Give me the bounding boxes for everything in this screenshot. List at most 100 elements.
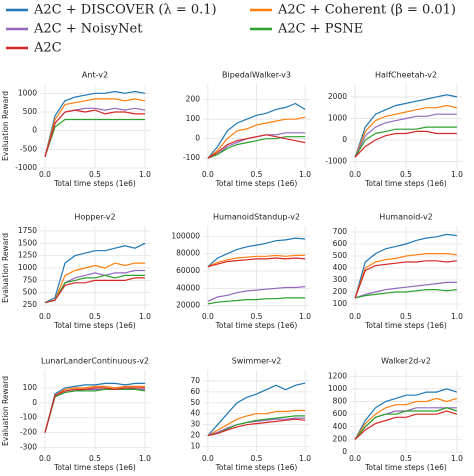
- y-tick-label: 0: [342, 447, 347, 456]
- y-tick-label: 250: [23, 300, 38, 309]
- series-line: [44, 277, 145, 304]
- y-tick-label: 100000: [171, 231, 200, 240]
- chart-title: Swimmer-v2: [232, 357, 282, 366]
- x-tick-label: 0.5: [89, 170, 101, 179]
- series-line: [354, 407, 458, 440]
- y-tick-label: 10: [190, 442, 200, 451]
- y-tick-label: 40000: [176, 283, 200, 292]
- y-tick-label: 800: [333, 397, 348, 406]
- x-tick-label: 0.5: [89, 312, 101, 321]
- y-tick-label: 600: [333, 239, 348, 248]
- y-tick-label: 2000: [328, 92, 347, 101]
- y-tick-label: 0: [32, 126, 37, 135]
- x-tick-label: 0.0: [202, 170, 214, 179]
- y-tick-label: -100: [183, 153, 200, 162]
- x-tick-label: 1.0: [139, 312, 151, 321]
- y-axis-label: Evaluation Reward: [1, 233, 10, 303]
- x-tick-label: 1.0: [451, 454, 463, 463]
- chart-title: Humanoid-v2: [379, 213, 433, 222]
- x-tick-label: 1.0: [451, 170, 463, 179]
- legend-label: A2C: [33, 41, 62, 56]
- series-line: [207, 415, 306, 437]
- series-line: [207, 418, 306, 437]
- y-tick-label: 1750: [18, 226, 37, 235]
- legend-label: A2C + Coherent (β = 0.01): [277, 3, 456, 18]
- x-tick-label: 0.5: [251, 312, 263, 321]
- x-axis-label: Total time steps (1e6): [364, 179, 447, 188]
- series-line: [207, 237, 306, 268]
- x-axis-label: Total time steps (1e6): [215, 321, 298, 330]
- y-tick-label: 1250: [18, 251, 37, 260]
- y-tick-label: 80000: [176, 249, 200, 258]
- series-line: [207, 257, 306, 268]
- series-line: [354, 233, 457, 299]
- legend-label: A2C + PSNE: [277, 22, 363, 37]
- y-tick-label: 0: [32, 398, 37, 407]
- y-tick-label: 0: [195, 134, 200, 143]
- y-tick-label: 30: [190, 420, 200, 429]
- series-line: [207, 254, 306, 268]
- y-tick-label: 1000: [18, 88, 37, 97]
- y-tick-label: 750: [23, 275, 38, 284]
- x-tick-label: 1.0: [139, 170, 151, 179]
- series-line: [354, 113, 457, 158]
- y-axis-label: Evaluation Reward: [1, 376, 10, 446]
- y-tick-label: -100: [20, 413, 37, 422]
- y-tick-label: 70: [190, 376, 200, 385]
- y-tick-label: 60000: [176, 266, 200, 275]
- y-tick-label: 600: [333, 409, 348, 418]
- y-tick-label: 100: [186, 114, 201, 123]
- series-line: [354, 104, 458, 158]
- y-tick-label: 1000: [328, 113, 347, 122]
- y-tick-label: 1500: [18, 238, 37, 247]
- y-tick-label: 1000: [328, 384, 347, 393]
- series-line: [354, 410, 458, 440]
- chart-title: Walker2d-v2: [381, 357, 431, 366]
- x-axis-label: Total time steps (1e6): [215, 179, 298, 188]
- y-tick-label: 100: [23, 383, 38, 392]
- series-line: [44, 387, 145, 433]
- x-tick-label: 1.0: [299, 312, 311, 321]
- x-tick-label: 0.0: [202, 454, 214, 463]
- x-tick-label: 0.0: [39, 170, 51, 179]
- y-tick-label: 40: [190, 409, 200, 418]
- chart-title: LunarLanderContinuous-v2: [41, 357, 149, 366]
- y-tick-label: 200: [333, 434, 348, 443]
- series-line: [354, 126, 457, 158]
- x-tick-label: 0.0: [39, 454, 51, 463]
- x-tick-label: 0.5: [89, 454, 101, 463]
- y-tick-label: 50: [190, 398, 200, 407]
- x-tick-label: 0.0: [349, 312, 361, 321]
- x-tick-label: 0.5: [251, 454, 263, 463]
- series-line: [354, 94, 458, 158]
- y-tick-label: 200: [333, 287, 348, 296]
- series-line: [354, 388, 458, 440]
- x-tick-label: 1.0: [139, 454, 151, 463]
- y-tick-label: 500: [23, 288, 38, 297]
- chart-title: HumanoidStandup-v2: [213, 213, 300, 222]
- x-tick-label: 0.0: [349, 170, 361, 179]
- x-tick-label: 0.5: [400, 170, 412, 179]
- series-line: [44, 242, 146, 304]
- y-tick-label: 500: [23, 107, 38, 116]
- x-tick-label: 0.5: [251, 170, 263, 179]
- y-tick-label: 20000: [176, 301, 200, 310]
- chart-title: Hopper-v2: [74, 213, 115, 222]
- series-line: [207, 116, 306, 159]
- series-line: [207, 297, 306, 305]
- x-axis-label: Total time steps (1e6): [53, 321, 136, 330]
- y-tick-label: 400: [333, 263, 348, 272]
- series-line: [354, 260, 457, 299]
- y-tick-label: -300: [20, 443, 37, 452]
- y-tick-label: 700: [333, 227, 348, 236]
- series-line: [44, 382, 145, 433]
- x-tick-label: 0.5: [400, 454, 412, 463]
- x-axis-label: Total time steps (1e6): [53, 179, 136, 188]
- x-tick-label: 0.0: [202, 312, 214, 321]
- y-tick-label: 1000: [18, 263, 37, 272]
- x-axis-label: Total time steps (1e6): [53, 463, 136, 472]
- series-line: [44, 98, 146, 157]
- y-tick-label: -1000: [15, 163, 37, 172]
- series-line: [207, 102, 306, 159]
- y-tick-label: 100: [333, 299, 348, 308]
